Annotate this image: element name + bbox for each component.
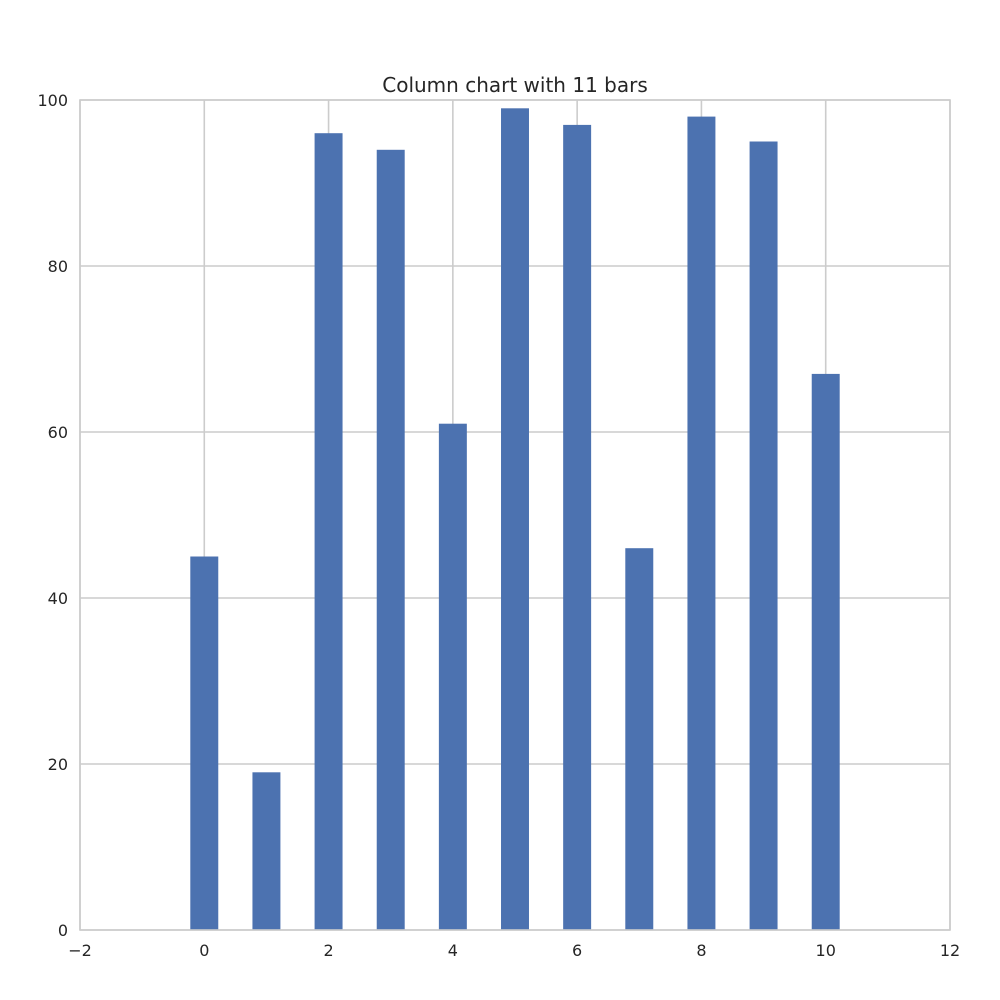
y-tick-label: 80 <box>48 257 68 276</box>
x-tick-label: 0 <box>199 941 209 960</box>
bar <box>687 116 716 931</box>
x-tick-label: 2 <box>323 941 333 960</box>
x-tick-label: 6 <box>572 941 582 960</box>
y-tick-label: 100 <box>37 91 68 110</box>
bar <box>376 149 405 931</box>
bar <box>252 772 281 930</box>
bar <box>190 556 219 930</box>
x-tick-label: 10 <box>816 941 836 960</box>
bar <box>501 108 529 931</box>
y-tick-label: 0 <box>58 921 68 940</box>
x-tick-label: 12 <box>940 941 960 960</box>
y-tick-label: 20 <box>48 755 68 774</box>
bar <box>625 548 654 930</box>
bar <box>749 141 778 930</box>
bar <box>438 423 467 930</box>
bar <box>563 124 592 930</box>
x-tick-label: 4 <box>448 941 458 960</box>
bar <box>811 373 840 930</box>
bar-layer <box>190 108 840 931</box>
chart-title: Column chart with 11 bars <box>382 73 648 97</box>
x-tick-label: −2 <box>68 941 92 960</box>
y-tick-label: 40 <box>48 589 68 608</box>
y-tick-label: 60 <box>48 423 68 442</box>
bar <box>314 133 343 930</box>
x-tick-label: 8 <box>696 941 706 960</box>
plot-frame <box>79 99 951 931</box>
